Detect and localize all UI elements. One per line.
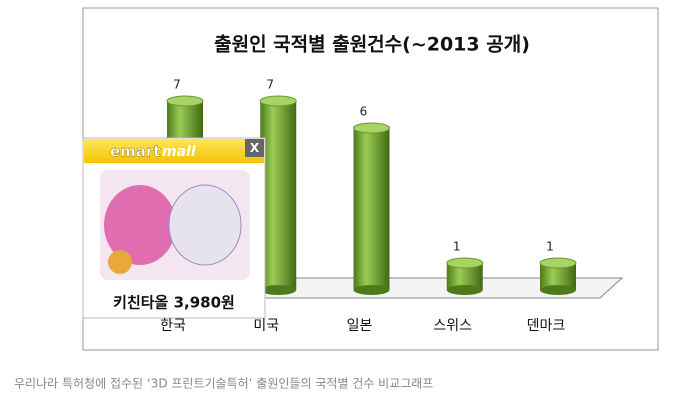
bar-cap [166,95,204,107]
bar-base [540,285,576,295]
ad-close-label[interactable]: X [250,141,260,155]
bar-base [260,285,297,295]
x-tick-label: 덴마크 [527,318,566,334]
ad-brand: emart [110,143,161,161]
ad-product-roll [168,184,242,266]
x-tick-label: 스위스 [433,318,472,334]
ad-product-roll [104,185,176,265]
bar-cap [353,122,390,134]
bar-cap [259,95,297,107]
value-label: 7 [266,78,274,92]
ad-mascot [108,250,132,274]
value-label: 1 [546,240,554,254]
bar-base [353,285,390,295]
x-tick-label: 일본 [347,318,373,334]
ad-header [84,139,264,163]
chart-title: 출원인 국적별 출원건수(~2013 공개) [214,34,530,56]
caption: 우리나라 특허청에 접수된 ‘3D 프린트기술특허’ 출원인들의 국적별 건수 … [14,377,433,391]
ad-brand-suffix: mall [162,144,196,160]
bar [260,101,297,290]
value-label: 1 [453,240,461,254]
x-tick-label: 한국 [160,318,186,334]
ad-popup[interactable]: emart mall X 키친타올 3,980원 [82,137,266,319]
bar-base [446,285,483,295]
bar [353,128,390,290]
ad-product-text: 키친타올 3,980원 [113,294,235,312]
value-label: 6 [360,105,368,119]
bar-cap [446,257,484,269]
ad-close-button[interactable] [245,139,264,157]
x-tick-label: 미국 [253,318,279,334]
value-label: 7 [173,78,181,92]
bar-cap [539,257,577,269]
category-labels: 한국 미국 일본 스위스 덴마크 [160,318,565,334]
